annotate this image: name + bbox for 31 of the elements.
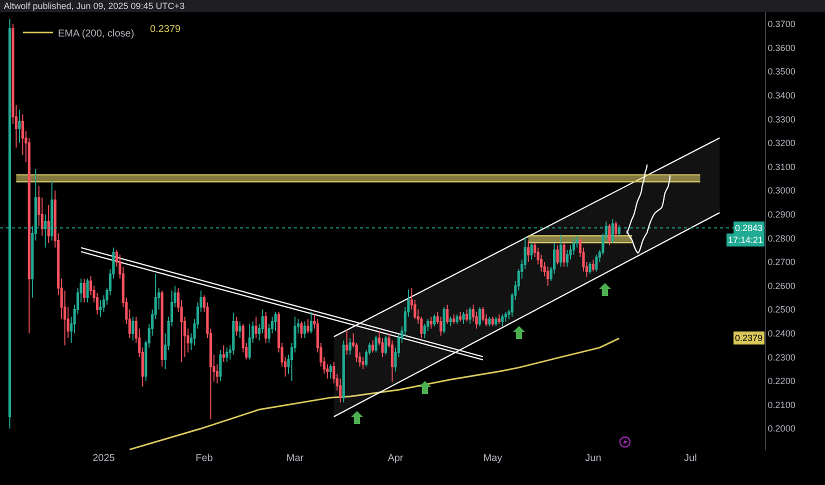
y-tick-label: 0.2200 <box>768 376 796 386</box>
y-tick-label: 0.2900 <box>768 209 796 220</box>
ref-line-label: 0.2843 <box>735 223 763 233</box>
y-tick-label: 0.3300 <box>768 114 796 124</box>
x-tick-label: Apr <box>388 453 404 464</box>
x-tick-label: Jun <box>585 453 602 464</box>
annotation: 17:14:21 <box>728 235 764 245</box>
x-tick-label: 2025 <box>92 453 116 464</box>
annotation: 0.2379 <box>150 24 182 35</box>
y-tick-label: 0.2500 <box>768 304 796 315</box>
y-tick-label: 0.2600 <box>768 280 796 291</box>
y-tick-label: 0.3000 <box>768 186 796 196</box>
x-tick-label: Feb <box>196 453 214 464</box>
y-tick-label: 0.3700 <box>768 19 796 30</box>
y-tick-label: 0.2100 <box>768 400 796 410</box>
legend-label: EMA (200, close) <box>58 28 134 40</box>
y-tick-label: 0.3400 <box>768 90 796 100</box>
y-tick-label: 0.2800 <box>768 233 796 244</box>
y-tick-label: 0.3600 <box>768 42 796 53</box>
y-tick-label: 0.2700 <box>768 257 796 268</box>
y-tick-label: 0.3500 <box>768 66 796 77</box>
y-tick-label: 0.2300 <box>768 352 796 362</box>
y-tick-label: 0.2400 <box>768 328 796 339</box>
y-tick-label: 0.3100 <box>768 162 796 172</box>
annotation: 0.2379 <box>735 333 763 343</box>
x-tick-label: Jul <box>684 453 697 464</box>
chart-title: Altwolf published, Jun 09, 2025 09:45 UTC+3 <box>4 1 185 12</box>
x-tick-label: Mar <box>286 453 304 464</box>
x-tick-label: May <box>483 453 502 464</box>
y-tick-label: 0.2000 <box>768 424 796 434</box>
y-tick-label: 0.3200 <box>768 138 796 148</box>
